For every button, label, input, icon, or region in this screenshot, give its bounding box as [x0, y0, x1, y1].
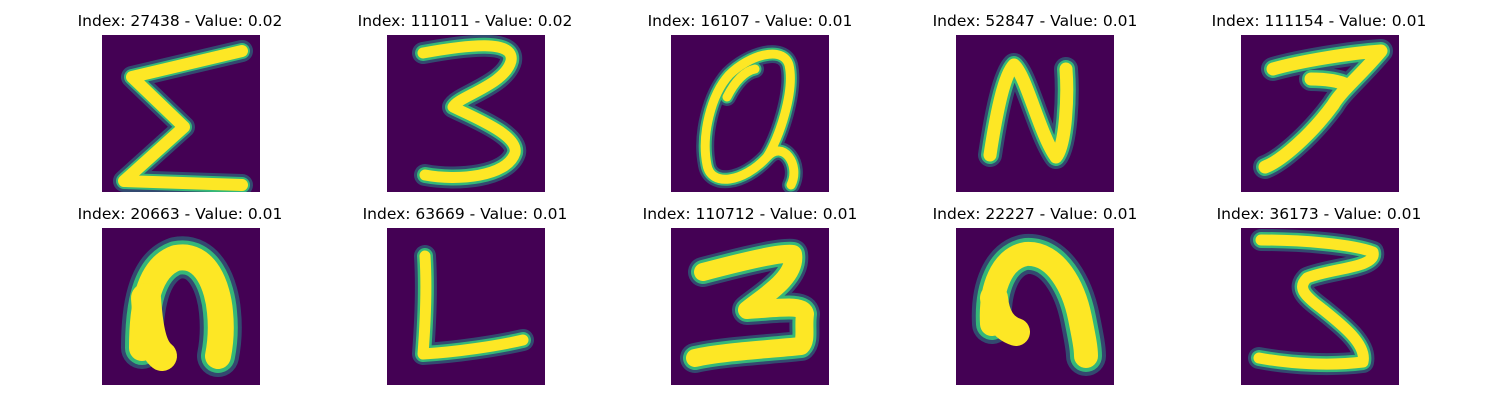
- panel-title-6: Index: 20663 - Value: 0.01: [77, 205, 283, 223]
- panel-title-1: Index: 27438 - Value: 0.02: [77, 12, 283, 30]
- panel-title-10: Index: 36173 - Value: 0.01: [1216, 205, 1422, 223]
- panel-title-3: Index: 16107 - Value: 0.01: [647, 12, 853, 30]
- panel-title-2: Index: 111011 - Value: 0.02: [357, 12, 573, 30]
- glyph-image-8: [671, 228, 829, 385]
- panel-title-7: Index: 63669 - Value: 0.01: [362, 205, 568, 223]
- glyph-image-6: [102, 228, 260, 385]
- glyph-image-9: [956, 228, 1114, 385]
- panel-title-8: Index: 110712 - Value: 0.01: [642, 205, 858, 223]
- panel-title-9: Index: 22227 - Value: 0.01: [932, 205, 1138, 223]
- glyph-image-10: [1241, 228, 1399, 385]
- glyph-image-7: [387, 228, 545, 385]
- glyph-image-1: [102, 35, 260, 192]
- panel-title-4: Index: 52847 - Value: 0.01: [932, 12, 1138, 30]
- panel-title-5: Index: 111154 - Value: 0.01: [1211, 12, 1427, 30]
- glyph-image-5: [1241, 35, 1399, 192]
- glyph-image-3: [671, 35, 829, 192]
- glyph-image-2: [387, 35, 545, 192]
- glyph-image-4: [956, 35, 1114, 192]
